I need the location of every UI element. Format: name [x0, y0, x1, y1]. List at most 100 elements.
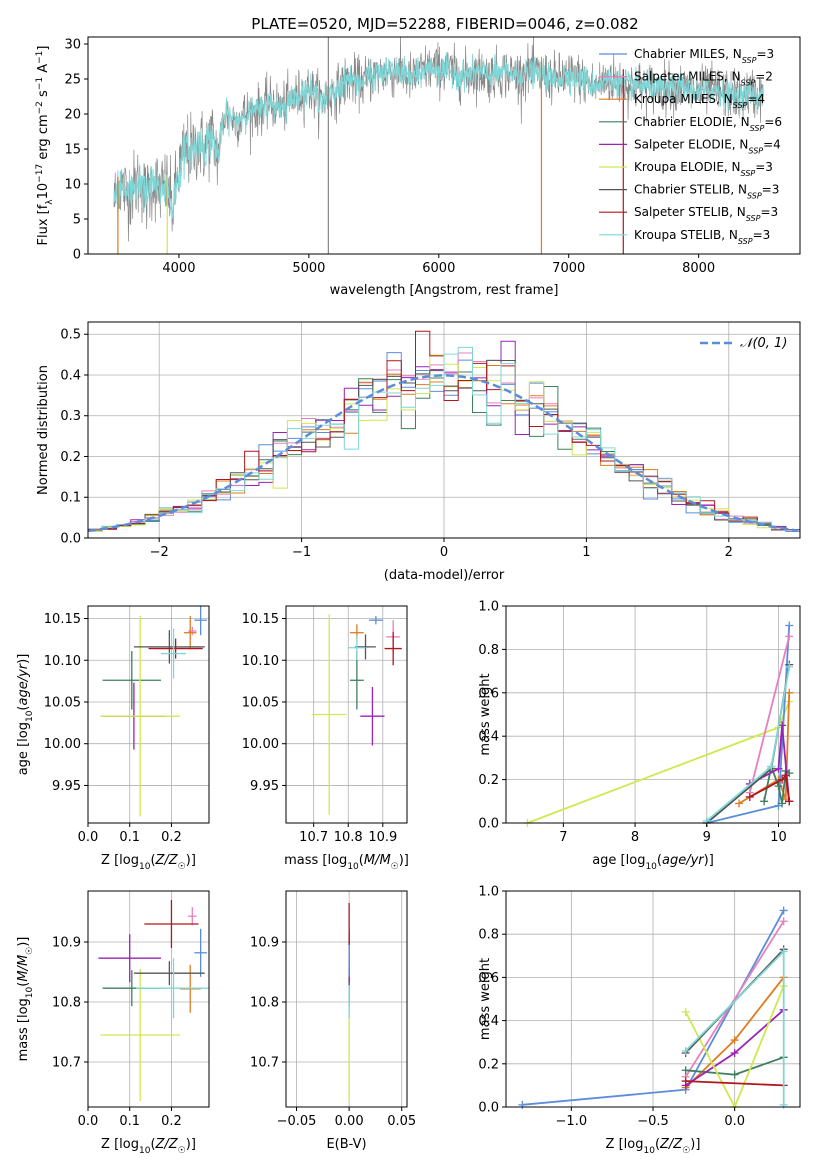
y-tick-label: 10.9: [52, 936, 81, 951]
y-tick-label: 10.05: [44, 695, 81, 710]
plots-group: 4000 5000 6000 7000 8000051015202530waveleng…: [16, 36, 801, 1156]
label-part: λ: [45, 199, 55, 205]
residuals-panel: −2 −1 0 1 2 0.0 0.1 0.2 0.3 0.4 0.5 (data-model)/er…: [36, 321, 801, 583]
y-tick-label: 0.5: [60, 328, 81, 343]
weight-marker: [779, 1100, 788, 1109]
y-tick-label: 9.95: [250, 779, 279, 794]
x-tick-label: −0.5: [637, 1114, 669, 1129]
label-part: 10: [139, 862, 151, 872]
weight-marker: [745, 792, 754, 801]
label-part: age [log: [16, 722, 31, 775]
y-tick-label: 25: [64, 73, 81, 88]
axes-frame: [285, 605, 408, 824]
legend-entry: Salpeter STELIB, NSSP=3: [634, 205, 778, 223]
legend-sub: SSP: [733, 101, 748, 110]
x-tick-label: 7000: [552, 261, 585, 276]
y-tick-label: 1.0: [478, 885, 499, 900]
label-part: Z [log: [101, 853, 139, 868]
label-part: A: [36, 64, 51, 77]
x-axis-label: mass [log10(M/M☉)]: [284, 853, 409, 872]
label-part: )]: [704, 853, 714, 868]
label-part: M/M: [364, 853, 391, 868]
label-part: s: [36, 90, 51, 101]
legend-text: =3: [753, 228, 771, 242]
x-tick-label: −0.05: [277, 1114, 317, 1129]
x-axis-label: Z [log10(Z/Z☉)]: [101, 1137, 196, 1156]
weight-marker: [730, 1036, 739, 1045]
x-tick-label: 9: [703, 830, 711, 845]
y-tick-label: 0.3: [60, 409, 81, 424]
y-tick-label: 0.4: [478, 730, 499, 745]
x-tick-label: 8: [631, 830, 639, 845]
legend-sub: SSP: [741, 78, 756, 87]
legend-text: Kroupa ELODIE, N: [634, 160, 741, 174]
y-tick-label: 0.2: [60, 450, 81, 465]
x-tick-label: 0.05: [387, 1114, 416, 1129]
label-part: (: [657, 853, 662, 868]
weight-line: [748, 636, 791, 793]
weight-marker: [518, 1100, 527, 1109]
label-part: Z [log: [606, 1137, 644, 1152]
label-part: ]: [36, 46, 51, 51]
label-part: age [log: [592, 853, 645, 868]
weight-marker: [785, 632, 794, 641]
label-part: ☉: [391, 862, 399, 872]
x-tick-label: 4000: [162, 261, 195, 276]
label-part: −1: [35, 51, 45, 64]
y-tick-label: 0.4: [478, 1014, 499, 1029]
legend-text: Chabrier ELODIE, N: [634, 115, 750, 129]
legend-entry: 𝒩(0, 1): [740, 336, 787, 351]
y-axis-label: Normed distribution: [36, 365, 51, 495]
label-part: Z/Z: [155, 853, 179, 868]
y-axis-label: mass weight: [478, 673, 493, 755]
legend-entry: Salpeter MILES, NSSP=2: [634, 70, 773, 88]
y-tick-label: 10: [64, 178, 81, 193]
weight-marker: [730, 1070, 739, 1079]
label-part: mass [log: [284, 853, 347, 868]
x-axis-label: Z [log10(Z/Z☉)]: [101, 853, 196, 872]
label-part: 10: [25, 710, 35, 722]
x-tick-label: 10.7: [299, 830, 328, 845]
y-tick-label: 20: [64, 108, 81, 123]
y-tick-label: 10.00: [44, 737, 81, 752]
x-tick-label: 0.0: [78, 830, 99, 845]
weight-marker: [781, 771, 790, 780]
weight-marker: [778, 775, 787, 784]
y-tick-label: 10.9: [250, 936, 279, 951]
weight-line: [706, 625, 791, 823]
weight-marker: [785, 621, 794, 630]
x-tick-label: −2: [150, 545, 169, 560]
weight-marker: [785, 662, 794, 671]
label-part: (: [150, 853, 155, 868]
weight-line: [684, 920, 785, 1078]
weight_vs_Z-panel: −1.0 −0.5 0.0 0.0 0.2 0.4 0.6 0.8 1.0 Z [log10(Z/…: [478, 885, 801, 1156]
label-part: Flux [f: [36, 204, 51, 245]
y-tick-label: 0.2: [478, 1057, 499, 1072]
y-axis-label: mass weight: [478, 958, 493, 1040]
legend-entry: Chabrier MILES, NSSP=3: [634, 47, 774, 65]
legend-text: Chabrier MILES, N: [634, 47, 742, 61]
label-part: −1: [35, 77, 45, 90]
y-tick-label: 10.00: [242, 737, 279, 752]
label-part: ☉: [178, 1146, 186, 1156]
legend-text: Kroupa MILES, N: [634, 92, 733, 106]
legend-text: Kroupa STELIB, N: [634, 228, 738, 242]
legend-text: Chabrier STELIB, N: [634, 183, 747, 197]
x-tick-label: 0.2: [161, 1114, 182, 1129]
label-part: erg cm: [36, 114, 51, 163]
x-tick-label: 10: [770, 830, 787, 845]
x-tick-label: 8000: [682, 261, 715, 276]
legend-text: =4: [747, 92, 765, 106]
legend-entry: Kroupa MILES, NSSP=4: [634, 92, 765, 110]
weight-marker: [760, 797, 769, 806]
label-part: (: [655, 1137, 660, 1152]
legend-text: =3: [756, 47, 774, 61]
mass_vs_Z-panel: 0.0 0.1 0.210.710.810.9Z [log10(Z/Z☉)]mass…: [16, 890, 210, 1156]
label-part: E(B-V): [326, 1137, 366, 1152]
legend-text: =3: [760, 205, 778, 219]
y-axis-label: mass [log10(M/M☉)]: [16, 937, 35, 1062]
y-tick-label: 1.0: [478, 600, 499, 615]
label-part: (: [150, 1137, 155, 1152]
